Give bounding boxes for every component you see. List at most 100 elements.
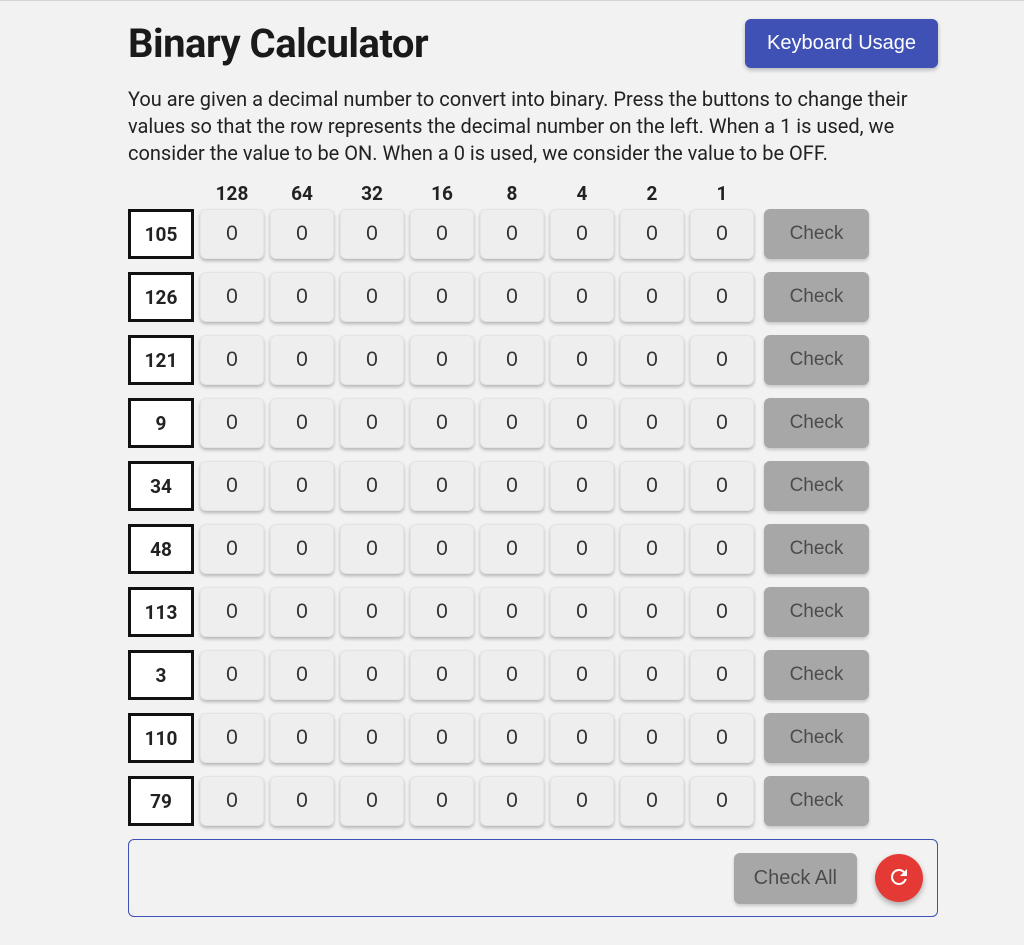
refresh-button[interactable] bbox=[875, 854, 923, 902]
bit-toggle[interactable]: 0 bbox=[550, 461, 614, 511]
check-all-button[interactable]: Check All bbox=[734, 853, 857, 904]
bit-toggle[interactable]: 0 bbox=[410, 524, 474, 574]
check-button[interactable]: Check bbox=[764, 524, 869, 574]
bit-toggle[interactable]: 0 bbox=[410, 461, 474, 511]
bit-toggle[interactable]: 0 bbox=[270, 713, 334, 763]
bit-toggle[interactable]: 0 bbox=[270, 524, 334, 574]
bit-toggle[interactable]: 0 bbox=[480, 209, 544, 259]
bit-toggle[interactable]: 0 bbox=[690, 272, 754, 322]
bit-toggle[interactable]: 0 bbox=[270, 650, 334, 700]
bit-toggle[interactable]: 0 bbox=[410, 209, 474, 259]
check-button[interactable]: Check bbox=[764, 398, 869, 448]
bit-toggle[interactable]: 0 bbox=[480, 587, 544, 637]
bit-toggle[interactable]: 0 bbox=[690, 650, 754, 700]
bit-toggle[interactable]: 0 bbox=[340, 524, 404, 574]
bit-toggle[interactable]: 0 bbox=[270, 335, 334, 385]
bit-toggle[interactable]: 0 bbox=[690, 209, 754, 259]
bit-toggle[interactable]: 0 bbox=[340, 776, 404, 826]
bit-toggle[interactable]: 0 bbox=[270, 272, 334, 322]
bit-toggle[interactable]: 0 bbox=[270, 398, 334, 448]
check-button[interactable]: Check bbox=[764, 713, 869, 763]
bit-toggle[interactable]: 0 bbox=[550, 272, 614, 322]
refresh-icon bbox=[887, 865, 911, 892]
bit-toggle[interactable]: 0 bbox=[550, 776, 614, 826]
bit-toggle[interactable]: 0 bbox=[550, 713, 614, 763]
bit-toggle[interactable]: 0 bbox=[200, 587, 264, 637]
binary-row: 9 0 0 0 0 0 0 0 0 Check bbox=[128, 398, 938, 448]
bit-toggle[interactable]: 0 bbox=[550, 209, 614, 259]
column-header: 16 bbox=[410, 182, 474, 205]
bit-toggle[interactable]: 0 bbox=[340, 335, 404, 385]
bit-toggle[interactable]: 0 bbox=[340, 461, 404, 511]
bit-toggle[interactable]: 0 bbox=[410, 335, 474, 385]
bit-toggle[interactable]: 0 bbox=[620, 587, 684, 637]
bit-toggle[interactable]: 0 bbox=[690, 335, 754, 385]
bit-toggle[interactable]: 0 bbox=[480, 524, 544, 574]
bit-toggle[interactable]: 0 bbox=[340, 398, 404, 448]
check-button[interactable]: Check bbox=[764, 461, 869, 511]
binary-row: 48 0 0 0 0 0 0 0 0 Check bbox=[128, 524, 938, 574]
bit-toggle[interactable]: 0 bbox=[200, 524, 264, 574]
bit-toggle[interactable]: 0 bbox=[620, 776, 684, 826]
bit-toggle[interactable]: 0 bbox=[480, 713, 544, 763]
bit-toggle[interactable]: 0 bbox=[620, 209, 684, 259]
check-button[interactable]: Check bbox=[764, 650, 869, 700]
bit-toggle[interactable]: 0 bbox=[690, 398, 754, 448]
bit-toggle[interactable]: 0 bbox=[410, 398, 474, 448]
bit-toggle[interactable]: 0 bbox=[690, 776, 754, 826]
bit-toggle[interactable]: 0 bbox=[270, 209, 334, 259]
bit-toggle[interactable]: 0 bbox=[480, 776, 544, 826]
bit-toggle[interactable]: 0 bbox=[620, 461, 684, 511]
bit-toggle[interactable]: 0 bbox=[550, 650, 614, 700]
footer-bar: Check All bbox=[128, 839, 938, 917]
bit-toggle[interactable]: 0 bbox=[200, 461, 264, 511]
bit-toggle[interactable]: 0 bbox=[200, 650, 264, 700]
bit-toggle[interactable]: 0 bbox=[340, 209, 404, 259]
bit-toggle[interactable]: 0 bbox=[340, 272, 404, 322]
bit-toggle[interactable]: 0 bbox=[690, 524, 754, 574]
bit-toggle[interactable]: 0 bbox=[340, 587, 404, 637]
check-button[interactable]: Check bbox=[764, 587, 869, 637]
target-value: 48 bbox=[128, 524, 194, 574]
bit-toggle[interactable]: 0 bbox=[620, 650, 684, 700]
bit-toggle[interactable]: 0 bbox=[200, 713, 264, 763]
bit-toggle[interactable]: 0 bbox=[690, 587, 754, 637]
bit-toggle[interactable]: 0 bbox=[480, 272, 544, 322]
bit-toggle[interactable]: 0 bbox=[200, 398, 264, 448]
bit-toggle[interactable]: 0 bbox=[690, 713, 754, 763]
check-button[interactable]: Check bbox=[764, 776, 869, 826]
bit-toggle[interactable]: 0 bbox=[270, 776, 334, 826]
bit-toggle[interactable]: 0 bbox=[200, 209, 264, 259]
bit-toggle[interactable]: 0 bbox=[270, 587, 334, 637]
bit-toggle[interactable]: 0 bbox=[620, 713, 684, 763]
check-button[interactable]: Check bbox=[764, 209, 869, 259]
check-button[interactable]: Check bbox=[764, 272, 869, 322]
bit-toggle[interactable]: 0 bbox=[690, 461, 754, 511]
keyboard-usage-button[interactable]: Keyboard Usage bbox=[745, 19, 938, 68]
check-button[interactable]: Check bbox=[764, 335, 869, 385]
bit-toggle[interactable]: 0 bbox=[410, 776, 474, 826]
bit-toggle[interactable]: 0 bbox=[270, 461, 334, 511]
bit-toggle[interactable]: 0 bbox=[480, 398, 544, 448]
bit-toggle[interactable]: 0 bbox=[480, 461, 544, 511]
bit-toggle[interactable]: 0 bbox=[480, 650, 544, 700]
bit-toggle[interactable]: 0 bbox=[340, 650, 404, 700]
bit-toggle[interactable]: 0 bbox=[550, 335, 614, 385]
bit-toggle[interactable]: 0 bbox=[410, 272, 474, 322]
bit-toggle[interactable]: 0 bbox=[620, 524, 684, 574]
bit-toggle[interactable]: 0 bbox=[550, 524, 614, 574]
bit-toggle[interactable]: 0 bbox=[620, 272, 684, 322]
bit-toggle[interactable]: 0 bbox=[620, 335, 684, 385]
bit-toggle[interactable]: 0 bbox=[550, 587, 614, 637]
bit-toggle[interactable]: 0 bbox=[200, 776, 264, 826]
bit-toggle[interactable]: 0 bbox=[480, 335, 544, 385]
binary-row: 121 0 0 0 0 0 0 0 0 Check bbox=[128, 335, 938, 385]
bit-toggle[interactable]: 0 bbox=[200, 335, 264, 385]
bit-toggle[interactable]: 0 bbox=[410, 650, 474, 700]
bit-toggle[interactable]: 0 bbox=[200, 272, 264, 322]
bit-toggle[interactable]: 0 bbox=[410, 713, 474, 763]
bit-toggle[interactable]: 0 bbox=[410, 587, 474, 637]
bit-toggle[interactable]: 0 bbox=[340, 713, 404, 763]
bit-toggle[interactable]: 0 bbox=[620, 398, 684, 448]
bit-toggle[interactable]: 0 bbox=[550, 398, 614, 448]
